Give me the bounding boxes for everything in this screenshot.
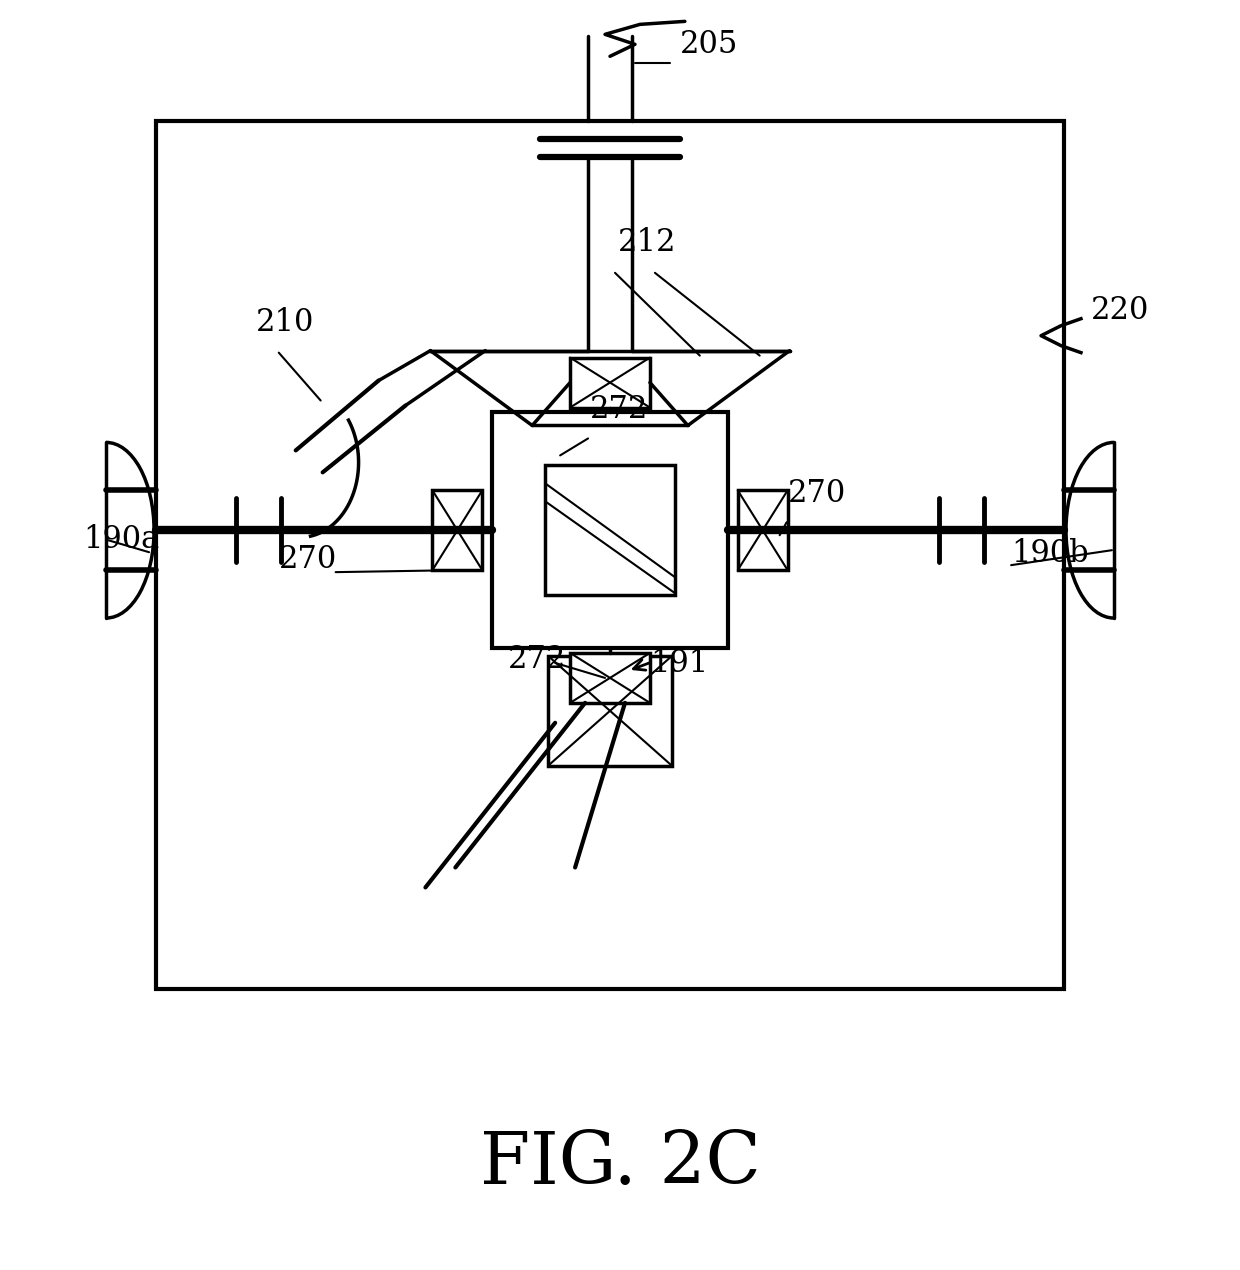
Bar xyxy=(570,358,650,408)
Text: 212: 212 xyxy=(618,227,677,258)
Text: 272: 272 xyxy=(590,395,649,425)
Text: 190a: 190a xyxy=(83,525,160,555)
Bar xyxy=(156,121,1064,989)
Bar xyxy=(738,490,787,570)
Text: FIG. 2C: FIG. 2C xyxy=(480,1128,760,1199)
Bar xyxy=(570,653,650,702)
Text: 191: 191 xyxy=(650,648,708,679)
Text: 220: 220 xyxy=(1091,295,1149,325)
Bar xyxy=(546,465,675,596)
Bar xyxy=(492,413,728,648)
Text: 270: 270 xyxy=(279,544,337,575)
Text: 272: 272 xyxy=(508,644,567,674)
Text: 190b: 190b xyxy=(1011,538,1089,569)
Bar xyxy=(433,490,482,570)
Text: 210: 210 xyxy=(255,306,314,338)
Bar xyxy=(548,655,672,766)
Text: 270: 270 xyxy=(787,479,846,509)
Text: 205: 205 xyxy=(680,29,738,60)
